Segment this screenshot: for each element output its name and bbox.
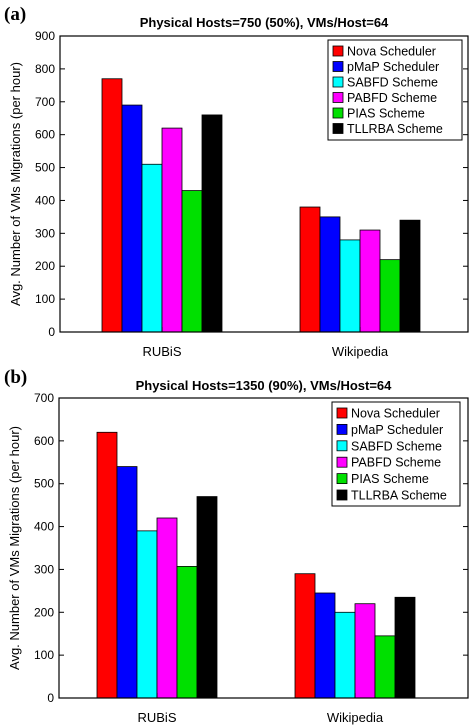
- bar-pabfd-scheme-wikipedia: [359, 229, 381, 333]
- y-tick-label: 700: [34, 391, 54, 405]
- bar-pabfd-scheme-wikipedia: [354, 603, 376, 699]
- bar-nova-scheduler-wikipedia: [294, 573, 316, 699]
- x-tick-label: Wikipedia: [327, 710, 384, 725]
- legend-swatch: [336, 440, 348, 452]
- bar-sabfd-scheme-wikipedia: [334, 611, 356, 699]
- bar-nova-scheduler-rubis: [101, 78, 123, 333]
- bar-sabfd-scheme-wikipedia: [339, 239, 361, 333]
- legend-swatch: [336, 423, 348, 435]
- y-tick-label: 300: [34, 562, 54, 576]
- bar-pmap-scheduler-wikipedia: [314, 592, 336, 699]
- y-tick-label: 200: [34, 605, 54, 619]
- plot-frame: [58, 397, 469, 699]
- legend: Nova Scheduler pMaP Scheduler SABFD Scheme…: [331, 401, 461, 507]
- plot-frame: [59, 35, 469, 333]
- bar-tllrba-scheme-wikipedia: [399, 219, 421, 333]
- bar-pias-scheme-wikipedia: [379, 259, 401, 333]
- panel-label: (b): [4, 367, 27, 388]
- x-tick-label: RUBiS: [142, 344, 181, 359]
- y-tick-label: 600: [35, 128, 55, 142]
- legend-swatch: [332, 61, 344, 72]
- bar-pmap-scheduler-wikipedia: [319, 216, 341, 333]
- chart-title: Physical Hosts=750 (50%), VMs/Host=64: [140, 15, 389, 30]
- y-tick-label: 0: [47, 691, 54, 705]
- panel-label: (a): [4, 4, 26, 25]
- chart-title: Physical Hosts=1350 (90%), VMs/Host=64: [136, 378, 393, 393]
- legend-label: TLLRBA Scheme: [351, 489, 447, 503]
- legend-swatch: [332, 123, 344, 134]
- y-tick-label: 0: [48, 325, 55, 339]
- bar-nova-scheduler-wikipedia: [299, 206, 321, 333]
- legend-swatch: [332, 92, 344, 103]
- legend-swatch: [332, 76, 344, 88]
- bar-sabfd-scheme-rubis: [136, 530, 158, 699]
- bar-pias-scheme-wikipedia: [374, 635, 396, 699]
- legend-swatch: [336, 473, 348, 485]
- y-tick-label: 100: [34, 648, 54, 662]
- y-tick-label: 300: [35, 226, 55, 240]
- y-tick-label: 600: [34, 434, 54, 448]
- y-tick-label: 400: [35, 193, 55, 207]
- chart-panel-a: (a) Physical Hosts=750 (50%), VMs/Host=64…: [4, 4, 469, 359]
- legend-label: pMaP Scheduler: [351, 423, 443, 437]
- legend-swatch: [336, 489, 348, 501]
- legend-label: PIAS Scheme: [347, 107, 425, 121]
- y-tick-label: 500: [35, 161, 55, 175]
- legend-label: PABFD Scheme: [347, 91, 437, 105]
- bar-pmap-scheduler-rubis: [121, 104, 143, 333]
- legend-swatch: [332, 107, 344, 119]
- legend-swatch: [336, 407, 348, 419]
- bar-pias-scheme-rubis: [181, 190, 203, 333]
- y-tick-label: 700: [35, 95, 55, 109]
- legend-label: Nova Scheduler: [351, 407, 440, 421]
- y-tick-label: 200: [35, 259, 55, 273]
- bar-sabfd-scheme-rubis: [141, 163, 163, 333]
- bar-pabfd-scheme-rubis: [156, 517, 178, 699]
- y-tick-label: 900: [35, 29, 55, 43]
- bar-pabfd-scheme-rubis: [161, 127, 183, 333]
- bar-tllrba-scheme-rubis: [196, 496, 218, 699]
- y-axis-label: Avg. Number of VMs Migrations (per hour): [8, 62, 23, 306]
- bar-tllrba-scheme-wikipedia: [394, 596, 416, 699]
- legend-swatch: [332, 45, 344, 57]
- legend-label: PIAS Scheme: [351, 472, 429, 486]
- y-tick-label: 500: [34, 477, 54, 491]
- bar-nova-scheduler-rubis: [96, 431, 118, 699]
- legend-box: [331, 401, 461, 507]
- bar-tllrba-scheme-rubis: [201, 114, 223, 333]
- bar-pias-scheme-rubis: [176, 566, 198, 699]
- x-tick-label: Wikipedia: [332, 344, 389, 359]
- y-tick-label: 100: [35, 292, 55, 306]
- legend-label: Nova Scheduler: [347, 45, 436, 59]
- legend-swatch: [336, 456, 348, 468]
- y-axis-label: Avg. Number of VMs Migrations (per hour): [7, 426, 22, 670]
- x-tick-label: RUBiS: [137, 710, 176, 725]
- legend-label: PABFD Scheme: [351, 456, 441, 470]
- y-tick-label: 800: [35, 62, 55, 76]
- legend-label: SABFD Scheme: [351, 439, 442, 453]
- y-tick-label: 400: [34, 520, 54, 534]
- bar-pmap-scheduler-rubis: [116, 466, 138, 699]
- legend-label: TLLRBA Scheme: [347, 122, 443, 136]
- legend-label: pMaP Scheduler: [347, 60, 439, 74]
- legend-label: SABFD Scheme: [347, 76, 438, 90]
- chart-panel-b: (b) Physical Hosts=1350 (90%), VMs/Host=6…: [4, 367, 469, 725]
- legend-box: [327, 39, 463, 141]
